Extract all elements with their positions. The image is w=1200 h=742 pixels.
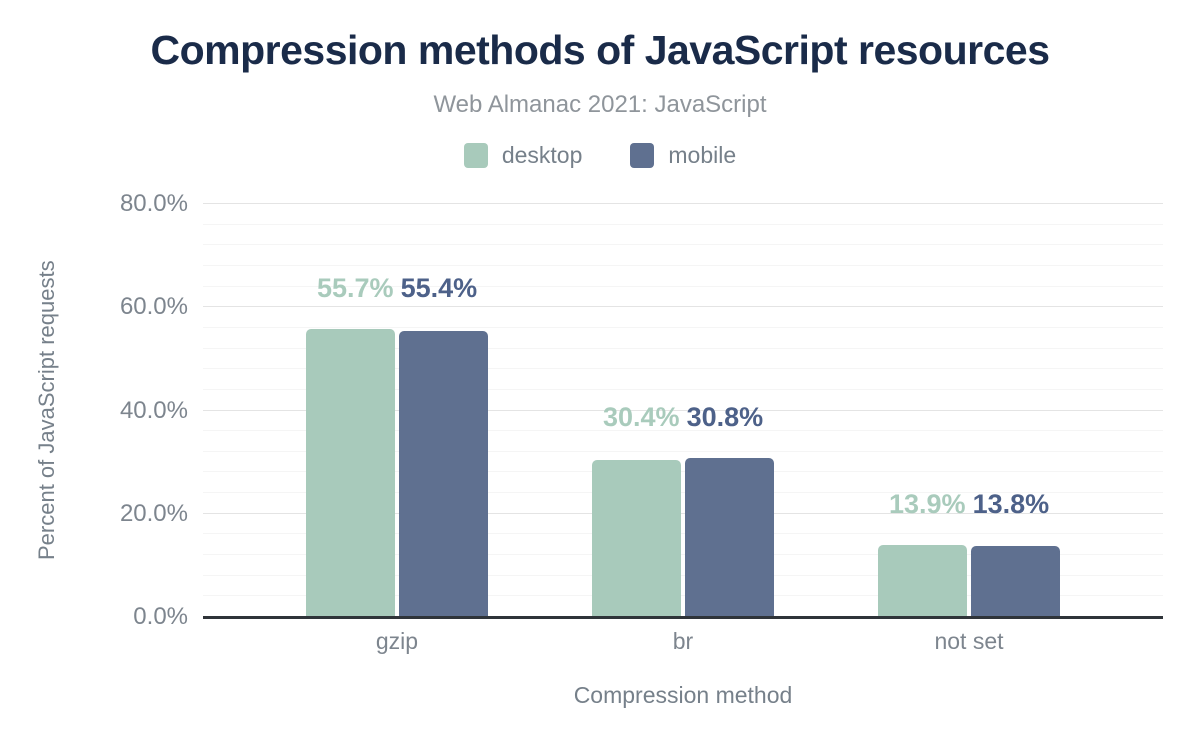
legend-item-mobile: mobile: [630, 142, 736, 169]
bar-desktop-gzip: [306, 329, 395, 617]
bar-mobile-gzip: [399, 331, 488, 617]
x-axis-title: Compression method: [573, 682, 793, 708]
data-label-desktop-gzip: 55.7%: [317, 273, 394, 304]
data-label-pair-gzip: 55.7% 55.4%: [317, 275, 477, 302]
y-tick-label: 40.0%: [119, 396, 188, 424]
gridline-minor: [203, 244, 1163, 246]
y-tick-label: 60.0%: [119, 293, 188, 321]
gridline-minor: [203, 595, 1163, 597]
gridline-minor: [203, 264, 1163, 266]
y-axis-tick-labels: 80.0% 60.0% 40.0% 20.0% 0.0%: [0, 191, 188, 630]
gridline-minor: [203, 471, 1163, 473]
gridline-minor: [203, 450, 1163, 452]
data-label-mobile-gzip: 55.4%: [400, 273, 478, 304]
gridline-major: [203, 306, 1163, 308]
bar-group-gzip: [306, 329, 488, 617]
gridline-minor: [203, 347, 1163, 349]
x-tick-label-gzip: gzip: [375, 628, 419, 654]
data-label-mobile-br: 30.8%: [686, 402, 764, 432]
gridline-minor: [203, 533, 1163, 535]
x-tick-label-br: br: [672, 628, 694, 654]
x-tick-label-not-set: not set: [934, 628, 1004, 654]
gridline-major: [203, 203, 1163, 204]
bar-mobile-not-set: [971, 545, 1060, 617]
legend: desktop mobile: [0, 142, 1200, 169]
bar-group-br: [592, 458, 774, 617]
gridline-minor: [203, 574, 1163, 576]
gridline-minor: [203, 388, 1163, 390]
x-axis-line: [203, 616, 1163, 619]
legend-swatch-mobile: [630, 143, 655, 168]
gridline-minor: [203, 368, 1163, 370]
data-label-desktop-br: 30.4%: [603, 402, 680, 432]
data-label-desktop-not-set: 13.9%: [889, 489, 966, 520]
gridline-minor: [203, 554, 1163, 556]
data-label-mobile-not-set: 13.8%: [972, 489, 1050, 520]
gridline-minor: [203, 285, 1163, 287]
data-label-pair-not-set: 13.9% 13.8%: [889, 491, 1049, 518]
data-label-pair-br: 30.4% 30.8%: [603, 404, 763, 431]
legend-label-desktop: desktop: [501, 142, 583, 168]
legend-label-mobile: mobile: [668, 142, 737, 168]
gridline-major: [203, 512, 1163, 514]
gridline-minor: [203, 326, 1163, 328]
legend-swatch-desktop: [463, 143, 488, 168]
gridline-minor: [203, 223, 1163, 225]
bar-mobile-br: [685, 458, 774, 617]
bar-desktop-not-set: [878, 545, 967, 617]
plot-area: 55.7% 55.4% 30.4% 30.8% 13.9% 13.8%: [203, 203, 1163, 619]
chart-title: Compression methods of JavaScript resour…: [150, 27, 1050, 73]
legend-item-desktop: desktop: [463, 142, 583, 169]
bar-group-not-set: [878, 545, 1060, 617]
gridline-minor: [203, 430, 1163, 432]
y-tick-label: 0.0%: [133, 603, 188, 630]
gridline-major: [203, 409, 1163, 411]
y-tick-label: 20.0%: [119, 499, 188, 527]
chart-subtitle: Web Almanac 2021: JavaScript: [433, 91, 767, 118]
y-tick-label: 80.0%: [119, 190, 188, 217]
bar-desktop-br: [592, 460, 681, 617]
gridline-minor: [203, 492, 1163, 494]
